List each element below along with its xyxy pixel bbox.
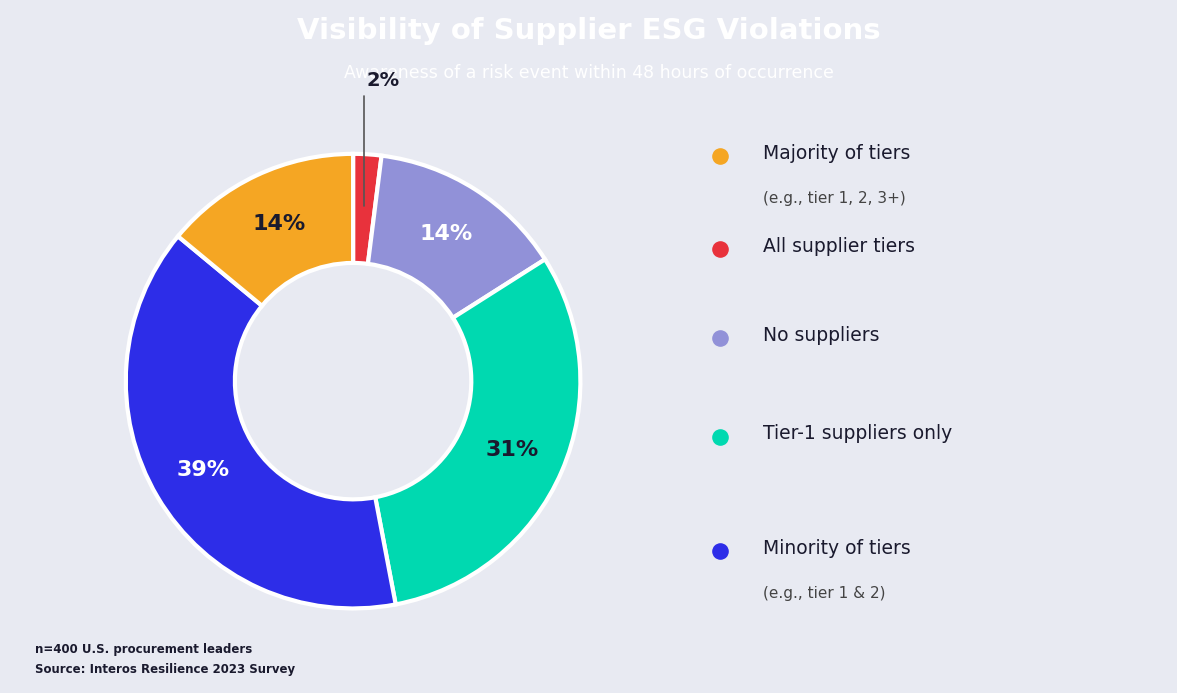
Text: (e.g., tier 1, 2, 3+): (e.g., tier 1, 2, 3+): [763, 191, 905, 206]
Text: (e.g., tier 1 & 2): (e.g., tier 1 & 2): [763, 586, 885, 601]
Wedge shape: [368, 156, 545, 318]
Point: [711, 545, 730, 556]
Point: [711, 150, 730, 161]
Text: 31%: 31%: [486, 440, 539, 460]
Text: 39%: 39%: [177, 459, 230, 480]
Text: 2%: 2%: [364, 71, 399, 206]
Wedge shape: [375, 259, 580, 604]
Text: n=400 U.S. procurement leaders
Source: Interos Resilience 2023 Survey: n=400 U.S. procurement leaders Source: I…: [35, 642, 295, 676]
Text: All supplier tiers: All supplier tiers: [763, 238, 915, 256]
Wedge shape: [126, 236, 395, 608]
Point: [711, 431, 730, 442]
Point: [711, 332, 730, 343]
Wedge shape: [178, 154, 353, 306]
Text: Visibility of Supplier ESG Violations: Visibility of Supplier ESG Violations: [297, 17, 880, 44]
Text: No suppliers: No suppliers: [763, 326, 879, 344]
Text: Minority of tiers: Minority of tiers: [763, 539, 911, 558]
Text: 14%: 14%: [420, 225, 473, 245]
Point: [711, 244, 730, 255]
Wedge shape: [353, 154, 381, 264]
Text: Majority of tiers: Majority of tiers: [763, 144, 910, 163]
Text: Awareness of a risk event within 48 hours of occurrence: Awareness of a risk event within 48 hour…: [344, 64, 833, 82]
Text: Tier-1 suppliers only: Tier-1 suppliers only: [763, 425, 952, 444]
Text: 14%: 14%: [252, 214, 306, 234]
